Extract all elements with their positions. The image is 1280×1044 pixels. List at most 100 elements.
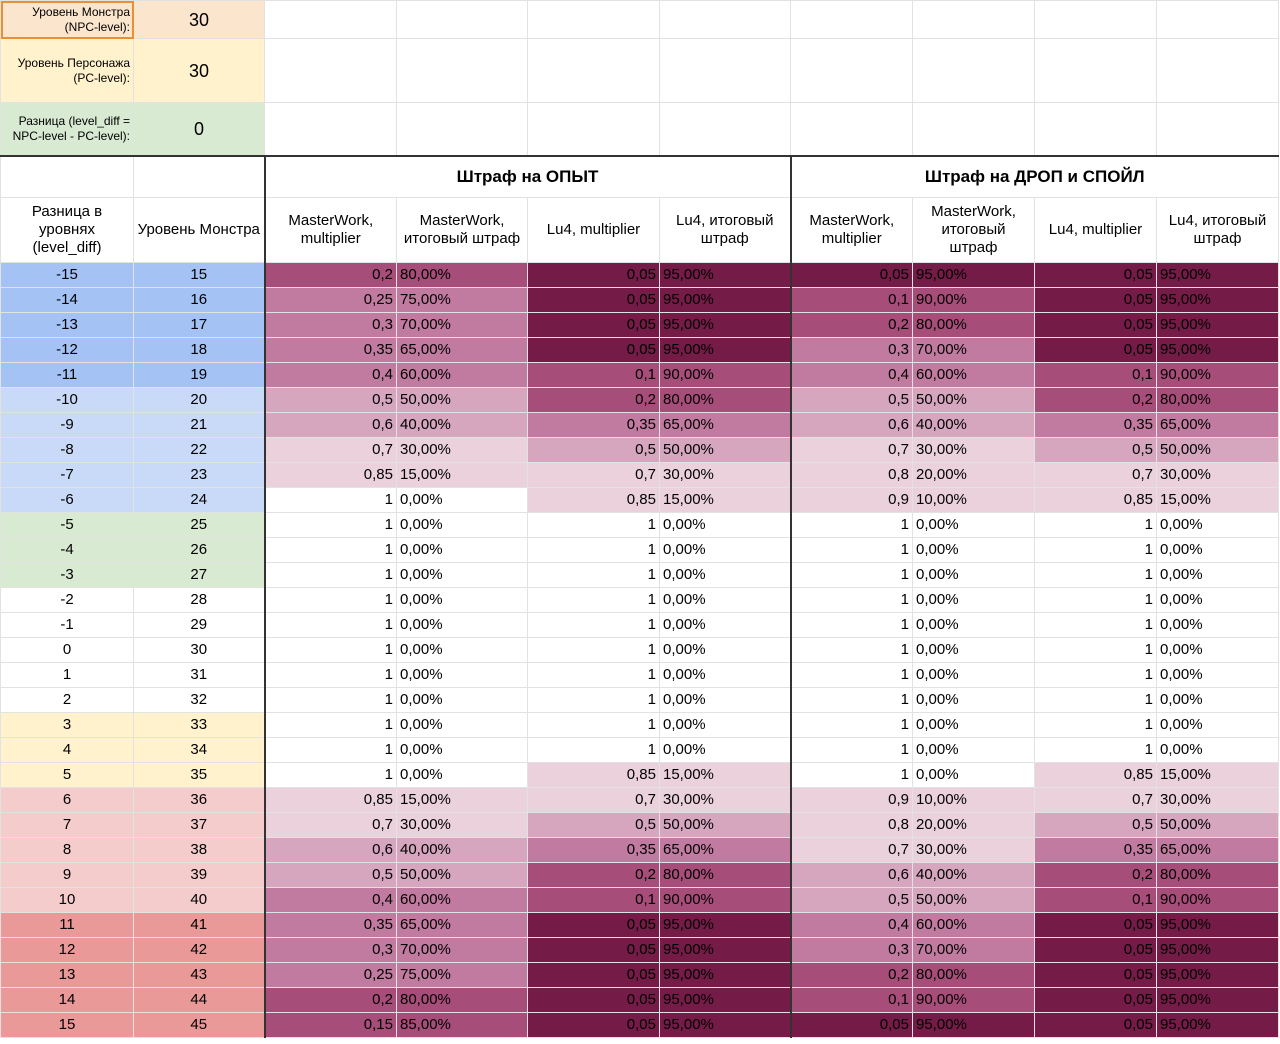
group-header: Штраф на ОПЫТ	[263, 154, 791, 198]
column-header: Разница в уровнях (level_diff)	[0, 197, 134, 263]
penalty: 0,00%	[912, 587, 1035, 613]
multiplier: 0,4	[263, 887, 397, 913]
penalty: 70,00%	[396, 312, 528, 338]
multiplier: 1	[263, 687, 397, 713]
multiplier: 1	[527, 587, 660, 613]
multiplier: 0,5	[789, 387, 913, 413]
row: -15 15 0,2 80,00% 0,05 95,00% 0,05 95,00% 0,05 95…	[0, 262, 1279, 288]
penalty: 85,00%	[396, 1012, 528, 1038]
row: 1 31 1 0,00% 1 0,00% 1 0,00% 1 0,00%	[0, 662, 1279, 688]
multiplier: 0,7	[1034, 787, 1157, 813]
multiplier: 0,6	[263, 412, 397, 438]
level-diff: 15	[0, 1012, 134, 1038]
level-diff: 8	[0, 837, 134, 863]
monster-level: 37	[133, 812, 265, 838]
monster-level: 24	[133, 487, 265, 513]
multiplier: 1	[789, 762, 913, 788]
penalty: 0,00%	[912, 562, 1035, 588]
row: 4 34 1 0,00% 1 0,00% 1 0,00% 1 0,00%	[0, 737, 1279, 763]
penalty: 40,00%	[396, 412, 528, 438]
penalty: 30,00%	[1156, 787, 1279, 813]
multiplier: 0,35	[1034, 412, 1157, 438]
row: -14 16 0,25 75,00% 0,05 95,00% 0,1 90,00% 0,05 95…	[0, 287, 1279, 313]
level-diff: -10	[0, 387, 134, 413]
penalty: 15,00%	[396, 787, 528, 813]
multiplier: 1	[263, 487, 397, 513]
penalty: 0,00%	[1156, 687, 1279, 713]
row: 13 43 0,25 75,00% 0,05 95,00% 0,2 80,00% 0,05 95,…	[0, 962, 1279, 988]
penalty: 10,00%	[912, 787, 1035, 813]
empty-cell	[912, 102, 1035, 156]
level-diff: -9	[0, 412, 134, 438]
multiplier: 1	[263, 712, 397, 738]
penalty: 65,00%	[1156, 412, 1279, 438]
monster-level: 33	[133, 712, 265, 738]
penalty: 40,00%	[912, 412, 1035, 438]
multiplier: 0,05	[527, 287, 660, 313]
multiplier: 1	[789, 687, 913, 713]
penalty: 0,00%	[396, 562, 528, 588]
row: 7 37 0,7 30,00% 0,5 50,00% 0,8 20,00% 0,5 50,00%	[0, 812, 1279, 838]
level-diff: -8	[0, 437, 134, 463]
penalty: 0,00%	[396, 687, 528, 713]
penalty: 50,00%	[912, 387, 1035, 413]
penalty: 60,00%	[396, 887, 528, 913]
multiplier: 1	[263, 637, 397, 663]
penalty: 90,00%	[912, 287, 1035, 313]
multiplier: 0,35	[263, 337, 397, 363]
multiplier: 1	[1034, 562, 1157, 588]
penalty: 65,00%	[1156, 837, 1279, 863]
empty-cell	[790, 0, 913, 39]
row: 14 44 0,2 80,00% 0,05 95,00% 0,1 90,00% 0,05 95,0…	[0, 987, 1279, 1013]
multiplier: 1	[263, 587, 397, 613]
penalty: 0,00%	[396, 712, 528, 738]
penalty: 95,00%	[659, 1012, 791, 1038]
penalty: 65,00%	[659, 837, 791, 863]
penalty: 60,00%	[912, 362, 1035, 388]
row: -2 28 1 0,00% 1 0,00% 1 0,00% 1 0,00%	[0, 587, 1279, 613]
multiplier: 0,8	[789, 462, 913, 488]
empty-cell	[1034, 38, 1157, 103]
multiplier: 0,3	[789, 337, 913, 363]
penalty: 0,00%	[659, 562, 791, 588]
level-diff: 3	[0, 712, 134, 738]
penalty: 50,00%	[396, 387, 528, 413]
penalty: 95,00%	[1156, 337, 1279, 363]
multiplier: 0,2	[263, 987, 397, 1013]
monster-level: 39	[133, 862, 265, 888]
penalty: 0,00%	[659, 587, 791, 613]
penalty: 0,00%	[912, 537, 1035, 563]
multiplier: 0,2	[789, 312, 913, 338]
penalty: 20,00%	[912, 812, 1035, 838]
penalty: 95,00%	[1156, 287, 1279, 313]
penalty: 0,00%	[396, 537, 528, 563]
multiplier: 1	[1034, 712, 1157, 738]
penalty: 95,00%	[659, 312, 791, 338]
multiplier: 0,15	[263, 1012, 397, 1038]
monster-level: 40	[133, 887, 265, 913]
row: 15 45 0,15 85,00% 0,05 95,00% 0,05 95,00% 0,05 95…	[0, 1012, 1279, 1038]
multiplier: 0,35	[263, 912, 397, 938]
multiplier: 0,85	[527, 762, 660, 788]
penalty: 95,00%	[1156, 1012, 1279, 1038]
monster-level: 34	[133, 737, 265, 763]
penalty: 0,00%	[912, 512, 1035, 538]
multiplier: 0,6	[263, 837, 397, 863]
level-diff: 4	[0, 737, 134, 763]
level-diff: -15	[0, 262, 134, 288]
multiplier: 1	[789, 737, 913, 763]
multiplier: 1	[789, 587, 913, 613]
multiplier: 0,05	[527, 912, 660, 938]
multiplier: 0,7	[263, 812, 397, 838]
monster-level: 42	[133, 937, 265, 963]
multiplier: 0,3	[789, 937, 913, 963]
multiplier: 0,1	[789, 287, 913, 313]
penalty: 65,00%	[659, 412, 791, 438]
penalty: 0,00%	[396, 737, 528, 763]
penalty: 95,00%	[912, 1012, 1035, 1038]
row: -6 24 1 0,00% 0,85 15,00% 0,9 10,00% 0,85 15,00%	[0, 487, 1279, 513]
row: 8 38 0,6 40,00% 0,35 65,00% 0,7 30,00% 0,35 65,00…	[0, 837, 1279, 863]
penalty: 90,00%	[659, 887, 791, 913]
